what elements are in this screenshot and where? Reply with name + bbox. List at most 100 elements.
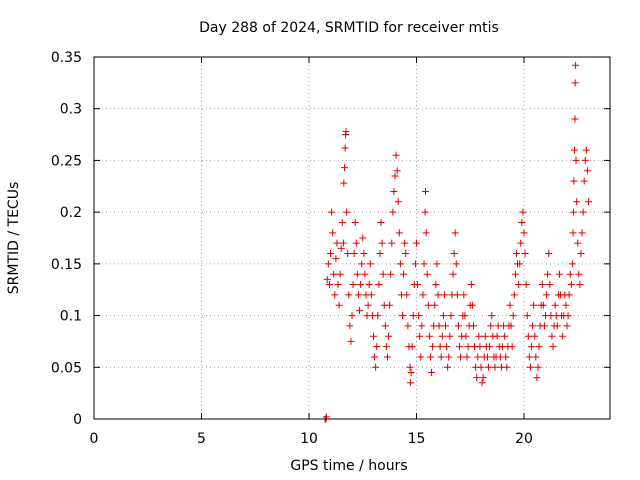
data-point — [350, 250, 358, 258]
data-point — [508, 343, 516, 351]
data-point — [529, 322, 537, 330]
data-point — [564, 312, 572, 320]
data-point — [331, 291, 339, 299]
data-point — [577, 250, 585, 258]
data-point — [341, 144, 349, 152]
x-tick-label: 0 — [90, 431, 99, 447]
data-point — [566, 270, 574, 278]
data-point — [579, 208, 587, 216]
data-point — [347, 337, 355, 345]
data-point — [346, 322, 354, 330]
data-point — [381, 322, 389, 330]
data-point — [464, 343, 472, 351]
data-point — [488, 312, 496, 320]
data-point — [485, 363, 493, 371]
data-point — [452, 260, 460, 268]
data-point — [370, 332, 377, 340]
data-point — [389, 208, 397, 216]
data-point — [555, 270, 563, 278]
data-point — [358, 260, 366, 268]
data-point — [337, 244, 345, 252]
y-tick-label: 0.1 — [60, 309, 82, 325]
data-point — [509, 312, 517, 320]
data-point — [512, 250, 520, 258]
data-point — [376, 250, 384, 258]
data-point — [479, 374, 487, 382]
data-point — [546, 281, 554, 289]
data-point — [336, 270, 344, 278]
data-point — [581, 156, 589, 164]
data-point — [578, 229, 586, 237]
data-point — [330, 270, 338, 278]
data-point — [543, 291, 551, 299]
data-point — [420, 260, 428, 268]
data-point — [429, 343, 437, 351]
data-point — [563, 322, 571, 330]
data-point — [360, 250, 368, 258]
data-point — [473, 374, 481, 382]
data-point — [475, 332, 483, 340]
data-point — [335, 301, 343, 309]
data-point — [354, 291, 362, 299]
data-point — [511, 270, 519, 278]
data-point — [467, 281, 475, 289]
chart-title: Day 288 of 2024, SRMTID for receiver mti… — [199, 20, 499, 36]
data-point — [540, 322, 548, 330]
data-point — [372, 363, 380, 371]
data-point — [334, 281, 342, 289]
data-point — [569, 208, 577, 216]
data-point — [333, 239, 341, 247]
data-point — [502, 353, 510, 361]
data-point — [403, 291, 411, 299]
data-point — [562, 301, 570, 309]
data-point — [348, 312, 356, 320]
data-point — [503, 363, 511, 371]
data-point — [461, 312, 469, 320]
data-point — [447, 312, 455, 320]
data-point — [415, 312, 423, 320]
data-point — [516, 260, 524, 268]
data-point — [416, 332, 424, 340]
data-point — [378, 239, 386, 247]
data-point — [487, 322, 495, 330]
data-point — [423, 270, 431, 278]
data-point — [413, 239, 420, 247]
data-point — [374, 312, 382, 320]
data-point — [486, 343, 494, 351]
data-point — [549, 343, 557, 351]
data-point — [449, 270, 457, 278]
data-point — [436, 343, 444, 351]
x-tick-label: 20 — [515, 431, 533, 447]
data-point — [352, 239, 360, 247]
data-point — [399, 312, 407, 320]
data-point — [332, 255, 340, 263]
data-point — [421, 208, 429, 216]
data-point — [530, 301, 538, 309]
data-point — [525, 353, 533, 361]
data-point — [425, 332, 433, 340]
data-point — [491, 363, 499, 371]
data-point — [437, 353, 445, 361]
data-point — [367, 291, 375, 299]
data-point — [520, 229, 528, 237]
points — [321, 61, 592, 423]
data-point — [377, 218, 385, 226]
data-point — [373, 343, 381, 351]
data-point — [574, 239, 582, 247]
y-tick-label: 0.35 — [51, 50, 82, 66]
data-point — [387, 270, 395, 278]
data-point — [338, 218, 346, 226]
data-point — [507, 322, 515, 330]
data-point — [526, 363, 534, 371]
data-point — [424, 301, 432, 309]
data-point — [327, 250, 334, 258]
data-point — [518, 218, 526, 226]
data-point — [572, 156, 580, 164]
data-point — [386, 301, 394, 309]
x-tick-label: 10 — [300, 431, 318, 447]
data-point — [379, 270, 387, 278]
data-point — [339, 239, 347, 247]
data-point — [450, 250, 458, 258]
data-point — [523, 312, 531, 320]
